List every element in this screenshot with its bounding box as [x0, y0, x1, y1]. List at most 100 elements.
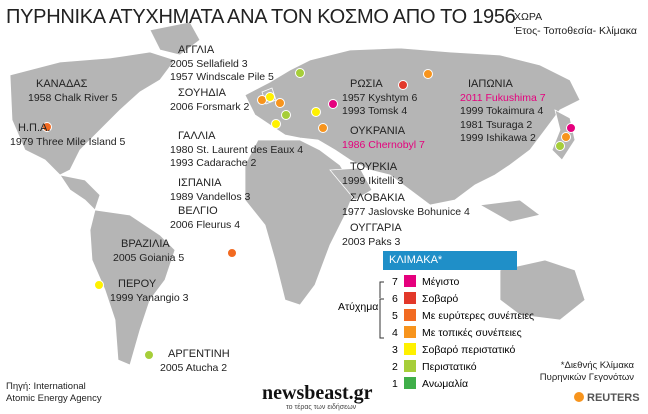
country-block: Η.Π.Α. 1979 Three Mile Island 5	[10, 122, 125, 149]
event: 2006 Forsmark 2	[170, 100, 250, 113]
country-name: ΑΓΓΛΙΑ	[178, 44, 215, 56]
scale-number: 3	[392, 344, 398, 356]
country-block: ΒΕΛΓΙΟ 2006 Fleurus 4	[170, 205, 240, 232]
country-block: ΤΟΥΡΚΙΑ 1999 Ikitelli 3	[342, 161, 403, 188]
event: 1999 Tokaimura 4	[460, 105, 544, 117]
agency: REUTERS	[574, 392, 640, 404]
country-block: ΣΟΥΗΔΙΑ 2006 Forsmark 2	[170, 87, 249, 114]
country-name: ΠΕΡΟΥ	[118, 278, 157, 290]
event: 2005 Atucha 2	[160, 361, 228, 374]
country-block: ΚΑΝΑΔΑΣ 1958 Chalk River 5	[28, 78, 117, 105]
site-marker	[561, 132, 571, 142]
site-marker	[398, 80, 408, 90]
country-block: ΙΣΠΑΝΙΑ 1989 Vandellos 3	[170, 177, 250, 204]
scale-swatch	[404, 326, 416, 338]
source-line: Πηγή: International	[6, 381, 86, 392]
event: 1981 Tsuraga 2	[460, 118, 533, 131]
country-block: ΒΡΑΖΙΛΙΑ 2005 Goiania 5	[113, 238, 184, 265]
source-line: Atomic Energy Agency	[6, 393, 102, 404]
scale-swatch	[404, 292, 416, 304]
key-line: ΧΩΡΑ	[514, 11, 543, 23]
scale-swatch	[404, 377, 416, 389]
country-name: ΤΟΥΡΚΙΑ	[350, 161, 398, 173]
event: 2005 Goiania 5	[113, 251, 185, 264]
country-name: ΣΛΟΒΑΚΙΑ	[350, 192, 405, 204]
scale-label: Ανωμαλία	[422, 378, 469, 390]
scale-number: 7	[392, 276, 398, 288]
key-line: Έτος- Τοποθεσία- Κλίμακα	[514, 25, 637, 37]
event: 2006 Fleurus 4	[170, 218, 241, 231]
scale-number: 4	[392, 327, 398, 339]
event: 2005 Sellafield 3	[170, 57, 248, 70]
scale-row: 5 Με ευρύτερες συνέπειες	[392, 309, 534, 324]
event: 1980 St. Laurent des Eaux 4	[170, 143, 304, 156]
event: 1958 Chalk River 5	[28, 91, 118, 104]
note-line: *Διεθνής Κλίμακα	[560, 360, 634, 371]
country-block: ΑΓΓΛΙΑ 2005 Sellafield 3 1957 Windscale Pi…	[170, 44, 274, 85]
event: 1957 Kyshtym 6	[342, 91, 418, 104]
site-marker	[311, 107, 321, 117]
event: 1999 Yanangio 3	[110, 291, 189, 304]
scale-label: Περιστατικό	[422, 361, 477, 373]
country-name: ΑΡΓΕΝΤΙΝΗ	[168, 348, 230, 360]
scale-row: 2 Περιστατικό	[392, 360, 477, 375]
event: 1989 Vandellos 3	[170, 190, 251, 203]
site-marker	[566, 123, 576, 133]
scale-row: 1 Ανωμαλία	[392, 377, 468, 392]
note-line: Πυρηνικών Γεγονότων	[539, 372, 634, 383]
event: 2003 Paks 3	[342, 235, 401, 248]
site-logo: newsbeast.gr	[262, 382, 373, 404]
accident-bracket	[379, 281, 384, 298]
event: 1993 Tomsk 4	[342, 105, 408, 117]
event: 1999 Ishikawa 2	[460, 132, 536, 144]
country-name: ΙΑΠΩΝΙΑ	[468, 78, 513, 90]
scale-label: Με ευρύτερες συνέπειες	[422, 310, 535, 322]
site-marker	[94, 280, 104, 290]
scale-number: 6	[392, 293, 398, 305]
country-block: ΠΕΡΟΥ 1999 Yanangio 3	[110, 278, 188, 305]
event: 2011 Fukushima 7	[460, 91, 546, 104]
event: 1957 Windscale Pile 5	[170, 71, 274, 83]
country-block: ΑΡΓΕΝΤΙΝΗ 2005 Atucha 2	[160, 348, 230, 375]
site-marker	[555, 141, 565, 151]
scale-label: Σοβαρό	[422, 293, 459, 305]
country-name: Η.Π.Α.	[18, 122, 51, 134]
site-marker	[281, 110, 291, 120]
country-block: ΟΥΚΡΑΝΙΑ 1986 Chernobyl 7	[342, 125, 425, 152]
country-block: ΓΑΛΛΙΑ 1980 St. Laurent des Eaux 4 1993 Ca…	[170, 130, 303, 171]
scale-swatch	[404, 343, 416, 355]
country-name: ΟΥΚΡΑΝΙΑ	[350, 125, 406, 137]
country-name: ΡΩΣΙΑ	[350, 78, 383, 90]
country-block: ΟΥΓΓΑΡΙΑ 2003 Paks 3	[342, 222, 402, 249]
scale-number: 2	[392, 361, 398, 373]
scale-swatch	[404, 309, 416, 321]
scale-number: 1	[392, 378, 398, 390]
key: ΧΩΡΑ Έτος- Τοποθεσία- Κλίμακα	[514, 10, 637, 38]
scale-row: 6 Σοβαρό	[392, 292, 458, 307]
event: 1999 Ikitelli 3	[342, 174, 404, 187]
country-name: ΙΣΠΑΝΙΑ	[178, 177, 222, 189]
country-block: ΡΩΣΙΑ 1957 Kyshtym 6 1993 Tomsk 4	[342, 78, 417, 119]
site-marker	[275, 98, 285, 108]
agency-name: REUTERS	[587, 392, 640, 404]
scale-swatch	[404, 275, 416, 287]
country-name: ΟΥΓΓΑΡΙΑ	[350, 222, 402, 234]
scale-label: Μέγιστο	[422, 276, 460, 288]
country-name: ΓΑΛΛΙΑ	[178, 130, 216, 142]
site-marker	[227, 248, 237, 258]
scale-row: 3 Σοβαρό περιστατικό	[392, 343, 515, 358]
event: 1979 Three Mile Island 5	[10, 135, 126, 148]
event: 1986 Chernobyl 7	[342, 138, 425, 151]
site-marker	[423, 69, 433, 79]
country-name: ΣΟΥΗΔΙΑ	[178, 87, 227, 99]
site-marker	[144, 350, 154, 360]
country-name: ΒΡΑΖΙΛΙΑ	[121, 238, 170, 250]
scale-row: 7 Μέγιστο	[392, 275, 459, 290]
scale-label: Με τοπικές συνέπειες	[422, 327, 522, 339]
site-marker	[318, 123, 328, 133]
event: 1977 Jaslovske Bohunice 4	[342, 205, 470, 218]
scale-note: *Διεθνής Κλίμακα Πυρηνικών Γεγονότων	[522, 360, 634, 384]
